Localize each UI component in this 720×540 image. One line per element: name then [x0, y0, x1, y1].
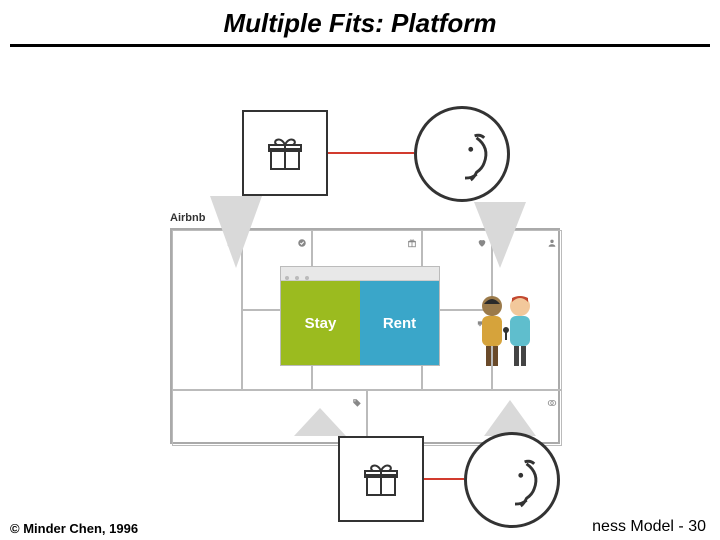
- canvas-cell: [172, 230, 242, 390]
- slide-title: Multiple Fits: Platform: [0, 8, 720, 39]
- heart-icon: [477, 235, 487, 253]
- person-badge-icon: [547, 235, 557, 253]
- people-illustration: [472, 290, 542, 368]
- page-number: ness Model - 30: [592, 518, 706, 536]
- face-circle: [414, 106, 510, 202]
- gift-box: [338, 436, 424, 522]
- browser-panel: Rent: [360, 281, 439, 365]
- canvas-label: Airbnb: [170, 212, 205, 224]
- connector-line: [328, 152, 414, 154]
- slide: Multiple Fits: Platform Airbnb StayRent: [0, 0, 720, 540]
- browser-top-bar: [281, 267, 439, 281]
- face-circle: [464, 432, 560, 528]
- profile-face-icon: [467, 435, 563, 531]
- browser-mock: StayRent: [280, 266, 440, 366]
- gift-icon: [261, 129, 309, 177]
- browser-panel: Stay: [281, 281, 360, 365]
- gift-small-icon: [407, 235, 417, 253]
- link-icon: [227, 235, 237, 253]
- title-underline: [10, 44, 710, 47]
- connector-line: [424, 478, 464, 480]
- check-badge-icon: [297, 235, 307, 253]
- tag-icon: [352, 395, 362, 413]
- person-1: [482, 296, 502, 366]
- copyright-text: © Minder Chen, 1996: [10, 521, 138, 536]
- gift-box: [242, 110, 328, 196]
- person-2: [503, 296, 530, 366]
- browser-body: StayRent: [281, 281, 439, 365]
- coins-icon: [547, 395, 557, 413]
- profile-face-icon: [417, 109, 513, 205]
- gift-icon: [357, 455, 405, 503]
